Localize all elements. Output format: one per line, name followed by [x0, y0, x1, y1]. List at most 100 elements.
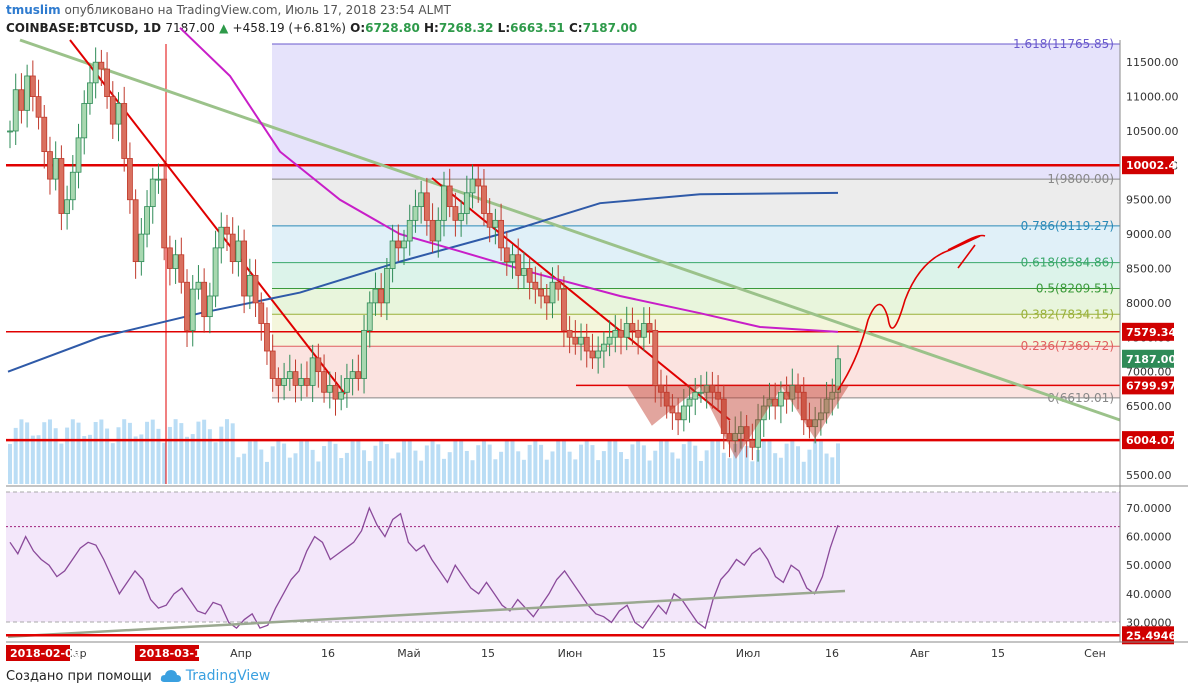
volume-bar: [556, 440, 561, 484]
tradingview-logo[interactable]: TradingView: [160, 668, 270, 684]
volume-bar: [693, 445, 698, 484]
volume-bar: [601, 451, 606, 484]
price-badge-label: 10002.40: [1126, 159, 1184, 172]
candle: [600, 343, 607, 352]
volume-bar: [333, 443, 338, 484]
candle: [646, 323, 653, 331]
candle: [81, 103, 88, 139]
candle: [595, 350, 602, 359]
volume-bar: [87, 434, 92, 484]
volume-bar: [110, 443, 115, 484]
candle: [275, 378, 282, 386]
volume-bar: [162, 442, 167, 484]
volume-bar: [327, 439, 332, 484]
volume-bar: [607, 440, 612, 484]
volume-bar: [190, 434, 195, 484]
volume-bar: [527, 444, 532, 484]
low-label: L:: [497, 21, 511, 35]
volume-bar: [670, 452, 675, 484]
candle: [492, 219, 499, 228]
close-label: C:: [568, 21, 583, 35]
rsi-tick: 70.0000: [1126, 502, 1172, 515]
time-tick: Апр: [230, 647, 252, 660]
volume-bar: [441, 458, 446, 484]
fib-band: [272, 288, 1120, 315]
candle: [18, 89, 25, 111]
candle: [686, 398, 693, 407]
forecast-arrow: [837, 234, 986, 391]
candle: [98, 61, 105, 70]
author-name[interactable]: tmuslim: [6, 3, 61, 17]
volume-bar: [19, 419, 24, 484]
volume-bar: [647, 460, 652, 484]
time-tick: Авг: [910, 647, 930, 660]
date-badge-label: 2018-03-18: [139, 647, 209, 660]
candle: [452, 206, 459, 221]
fib-band: [272, 225, 1120, 263]
volume-bar: [230, 423, 235, 484]
volume-bar: [453, 440, 458, 484]
candle: [166, 247, 173, 269]
volume-bar: [516, 451, 521, 484]
candle: [144, 206, 150, 235]
candle: [817, 412, 824, 421]
candle: [309, 357, 316, 386]
volume-bar: [824, 453, 829, 484]
pattern-shoulder: [781, 385, 849, 439]
time-tick: Июн: [558, 647, 583, 660]
footer: Создано при помощи TradingView: [6, 668, 270, 684]
volume-bar: [704, 450, 709, 484]
pattern-head: [699, 385, 783, 460]
volume-bar: [36, 435, 41, 484]
rsi-line: [9, 506, 839, 630]
volume-bar: [756, 450, 761, 484]
volume-bar: [470, 460, 475, 484]
price-badge-label: 7579.34: [1126, 326, 1176, 339]
candle: [458, 213, 465, 221]
close-value: 7187.00: [582, 21, 638, 35]
volume-bar: [156, 428, 161, 484]
volume-bar: [105, 428, 110, 484]
volume-bar: [830, 457, 835, 484]
candle: [298, 378, 305, 386]
volume-bar: [687, 439, 692, 484]
volume-bar: [53, 428, 58, 484]
candle: [446, 185, 453, 208]
candle: [315, 357, 322, 373]
volume-bar: [596, 460, 601, 484]
candle: [623, 323, 630, 338]
rsi-background: [6, 492, 1120, 622]
candle: [835, 358, 841, 393]
candle: [509, 254, 516, 263]
volume-bar: [499, 451, 504, 484]
volume-bar: [550, 451, 555, 484]
candle: [161, 178, 168, 249]
candle: [521, 268, 527, 276]
trendline-red: [69, 39, 346, 395]
volume-bar: [590, 445, 595, 484]
candle: [121, 103, 128, 159]
candle: [332, 384, 339, 400]
volume-bar: [419, 460, 424, 484]
volume-bar: [65, 427, 70, 484]
candle: [515, 254, 522, 276]
candle: [703, 384, 710, 393]
volume-bar: [813, 439, 818, 484]
candle: [635, 329, 642, 338]
made-with-text: Создано при помощи: [6, 668, 152, 684]
rsi-tick: 40.0000: [1126, 588, 1172, 601]
candle: [589, 350, 596, 359]
candle: [783, 391, 790, 400]
candle: [321, 371, 327, 393]
volume-bar: [664, 440, 669, 484]
candle: [532, 281, 539, 290]
candle: [715, 391, 721, 400]
volume-bar: [310, 449, 315, 484]
candle: [178, 254, 185, 283]
btc-chart[interactable]: 1.618(11765.85) 1(9800.00) 0.786(9119.27) 0…: [0, 0, 1188, 668]
volume-bar: [373, 445, 378, 484]
rsi-tick: 30.0000: [1126, 616, 1172, 629]
open-label: O:: [350, 21, 366, 35]
candle: [423, 192, 430, 221]
date-badge-label: 2018-02-06: [10, 647, 81, 660]
